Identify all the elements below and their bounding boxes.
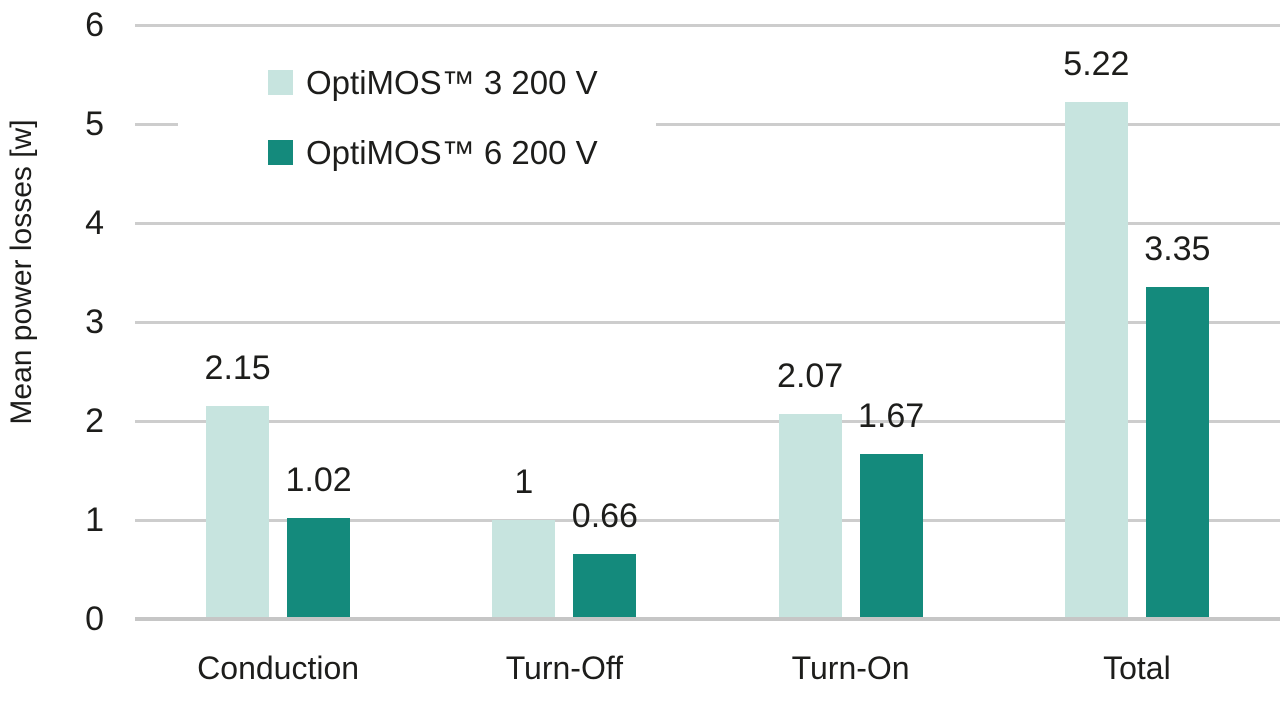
legend-swatch-icon [268, 70, 293, 95]
bar [778, 414, 842, 619]
bar-value-label: 5.22 [1063, 45, 1130, 84]
bar-value-label: 1 [514, 463, 534, 501]
bar [1064, 102, 1128, 619]
gridline [135, 320, 1280, 324]
bar-value-label: 0.66 [571, 496, 638, 535]
y-tick-label: 1 [85, 501, 104, 539]
bar [206, 406, 270, 619]
bar-value-label: 1.67 [858, 396, 925, 435]
bar-value-label: 1.02 [285, 461, 352, 500]
legend-backdrop [178, 45, 656, 177]
y-tick-label: 0 [85, 600, 104, 638]
bar [1145, 287, 1209, 619]
bar [287, 518, 351, 619]
category-label: Turn-Off [505, 650, 624, 686]
x-axis-line [135, 617, 1280, 621]
bar [859, 453, 923, 619]
bar-value-label: 3.35 [1144, 230, 1211, 269]
bar [573, 553, 637, 619]
y-tick-label: 4 [85, 204, 104, 242]
gridline [135, 419, 1280, 423]
y-tick-label: 2 [85, 402, 104, 440]
category-label: Turn-On [791, 650, 910, 686]
gridline [135, 23, 1280, 27]
legend-label: OptiMOS™ 3 200 V [306, 64, 598, 101]
legend-item: OptiMOS™ 6 200 V [268, 134, 598, 171]
plot-area: 2.15 1.02 1 0.66 2.07 1.67 5.22 3.35 [135, 23, 1280, 621]
bar-value-label: 2.07 [777, 357, 844, 396]
category-label: Conduction [197, 650, 360, 686]
category-label: Total [1103, 650, 1171, 686]
legend-label: OptiMOS™ 6 200 V [306, 134, 598, 171]
gridline [135, 122, 1280, 126]
legend-swatch-icon [268, 140, 293, 165]
gridline [135, 221, 1280, 225]
bar [492, 520, 556, 619]
y-tick-label: 3 [85, 303, 104, 341]
legend-item: OptiMOS™ 3 200 V [268, 64, 598, 101]
y-tick-label: 5 [85, 105, 104, 143]
bar-value-label: 2.15 [204, 349, 271, 388]
gridline [135, 518, 1280, 522]
y-tick-label: 6 [85, 6, 104, 44]
